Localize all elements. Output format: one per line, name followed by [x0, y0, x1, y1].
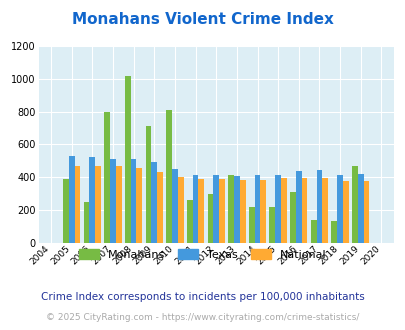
Bar [63, 179, 68, 243]
Bar [115, 166, 122, 243]
Bar [219, 179, 224, 243]
Bar [275, 176, 280, 243]
Bar [254, 176, 260, 243]
Bar [357, 174, 363, 243]
Bar [172, 169, 177, 243]
Bar [330, 221, 337, 243]
Bar [316, 170, 322, 243]
Bar [151, 162, 157, 243]
Bar [301, 178, 307, 243]
Bar [310, 220, 316, 243]
Bar [157, 172, 162, 243]
Bar [110, 159, 115, 243]
Bar [342, 181, 348, 243]
Bar [295, 171, 301, 243]
Bar [351, 166, 357, 243]
Bar [104, 112, 110, 243]
Bar [177, 177, 183, 243]
Bar [130, 159, 136, 243]
Bar [75, 166, 80, 243]
Text: © 2025 CityRating.com - https://www.cityrating.com/crime-statistics/: © 2025 CityRating.com - https://www.city… [46, 313, 359, 322]
Legend: Monahans, Texas, National: Monahans, Texas, National [79, 249, 326, 260]
Bar [207, 194, 213, 243]
Bar [260, 181, 266, 243]
Bar [125, 76, 130, 243]
Bar [83, 202, 89, 243]
Bar [95, 166, 101, 243]
Bar [166, 110, 172, 243]
Text: Crime Index corresponds to incidents per 100,000 inhabitants: Crime Index corresponds to incidents per… [41, 292, 364, 302]
Bar [269, 207, 275, 243]
Bar [186, 200, 192, 243]
Bar [145, 126, 151, 243]
Bar [192, 176, 198, 243]
Bar [213, 176, 219, 243]
Bar [248, 207, 254, 243]
Bar [239, 181, 245, 243]
Bar [228, 175, 233, 243]
Bar [233, 176, 239, 243]
Bar [290, 192, 295, 243]
Bar [89, 157, 95, 243]
Bar [322, 178, 327, 243]
Bar [198, 179, 204, 243]
Bar [136, 168, 142, 243]
Text: Monahans Violent Crime Index: Monahans Violent Crime Index [72, 12, 333, 26]
Bar [363, 181, 369, 243]
Bar [337, 176, 342, 243]
Bar [68, 156, 75, 243]
Bar [280, 178, 286, 243]
